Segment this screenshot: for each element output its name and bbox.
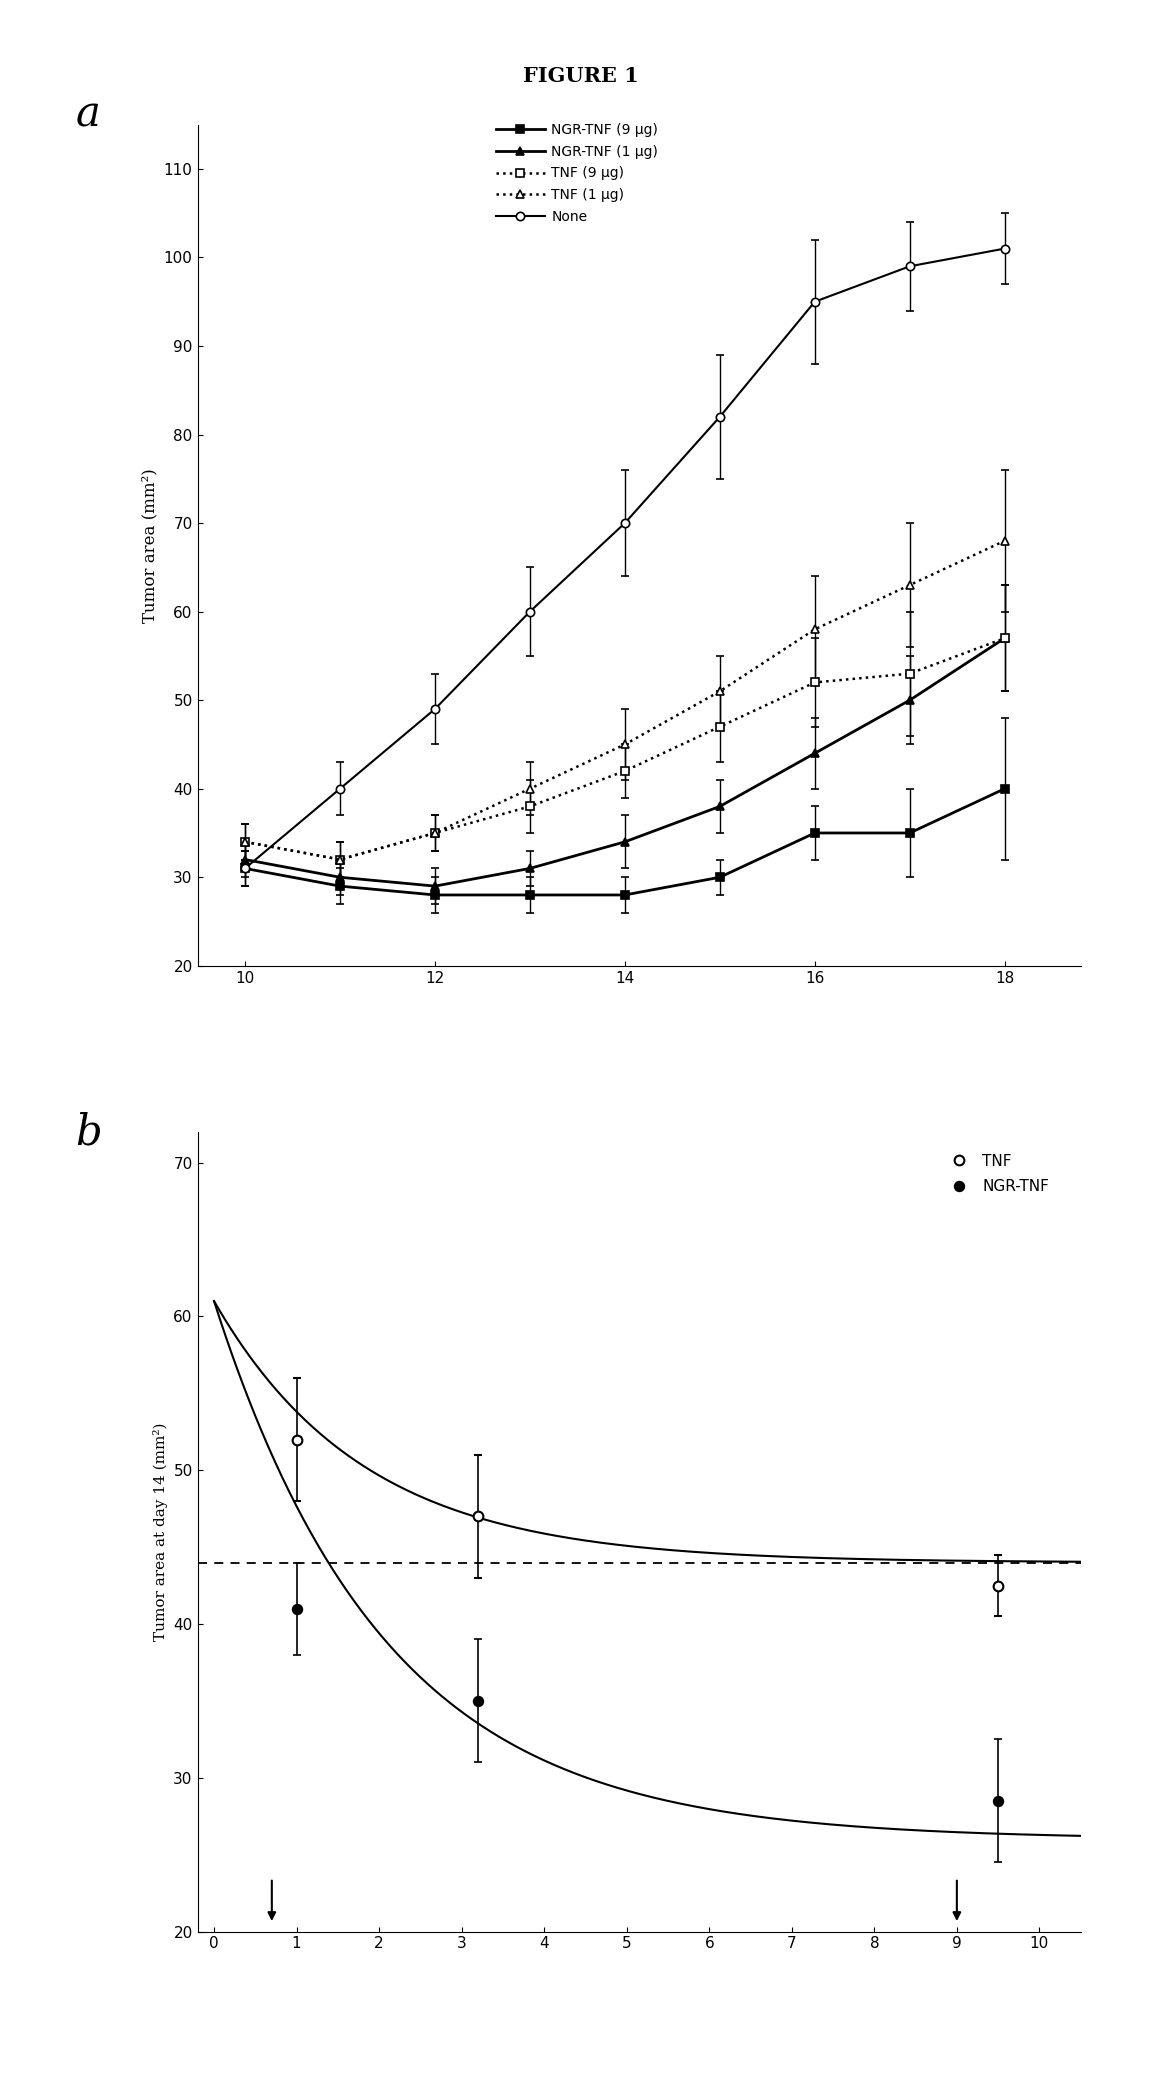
Legend: NGR-TNF (9 μg), NGR-TNF (1 μg), TNF (9 μg), TNF (1 μg), None: NGR-TNF (9 μg), NGR-TNF (1 μg), TNF (9 μ… [496,123,659,224]
Text: FIGURE 1: FIGURE 1 [523,66,639,87]
Y-axis label: Tumor area (mm²): Tumor area (mm²) [142,467,158,623]
Legend: TNF, NGR-TNF: TNF, NGR-TNF [938,1149,1055,1201]
Text: b: b [76,1111,102,1153]
Y-axis label: Tumor area at day 14 (mm²): Tumor area at day 14 (mm²) [152,1423,167,1641]
Text: a: a [76,93,100,135]
